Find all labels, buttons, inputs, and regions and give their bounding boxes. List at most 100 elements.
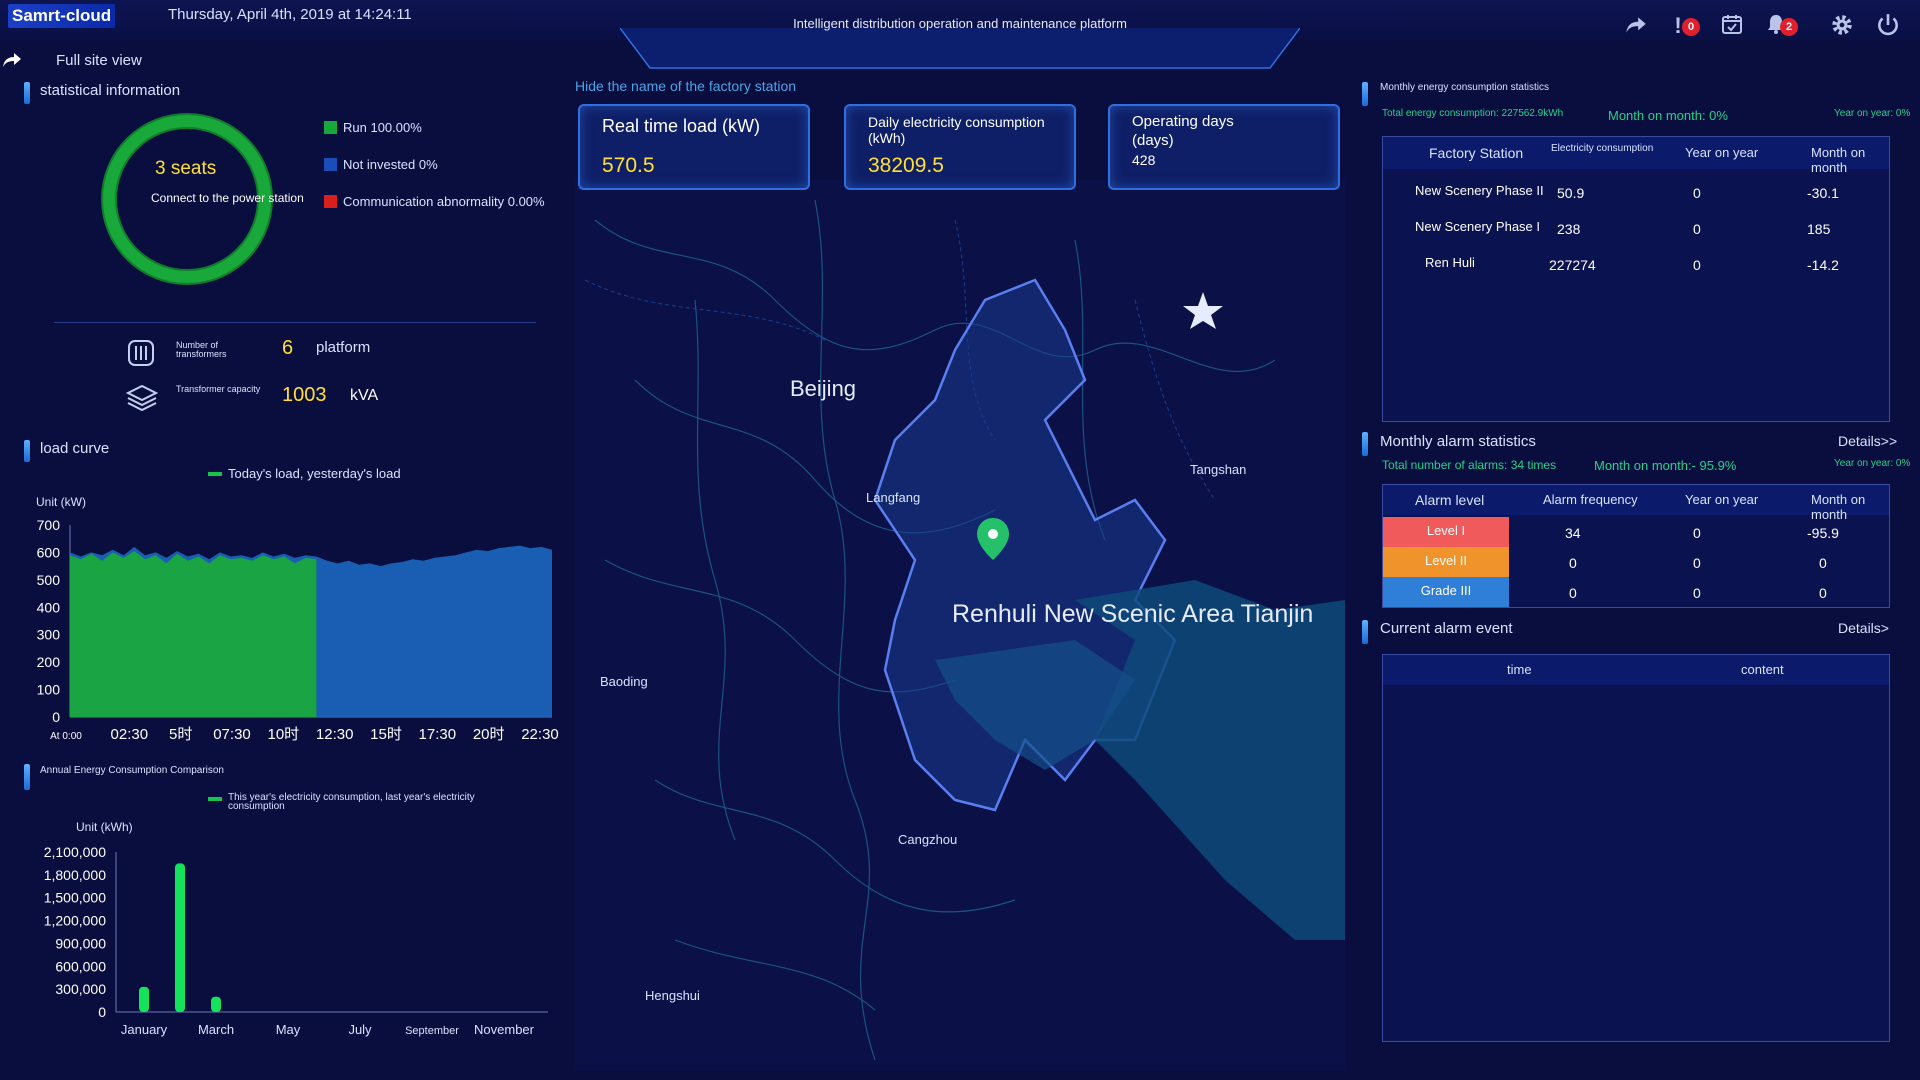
full-site-view-link[interactable]: Full site view — [56, 52, 142, 69]
y-tick-label: 600 — [37, 544, 61, 560]
title-plate — [620, 28, 1300, 69]
load-curve-legend: Today's load, yesterday's load — [208, 466, 401, 481]
annual-title: Annual Energy Consumption Comparison — [40, 765, 224, 776]
kpi-daily-consumption[interactable]: Daily electricity consumption (kWh) 3820… — [844, 104, 1076, 190]
x-tick-label: 07:30 — [213, 726, 251, 743]
table-row[interactable]: Level II 0 0 0 — [1383, 547, 1889, 577]
legend-swatch — [208, 471, 222, 476]
table-row[interactable]: Level I 34 0 -95.9 — [1383, 517, 1889, 547]
legend-swatch — [208, 797, 222, 801]
x-tick-label: May — [276, 1022, 301, 1037]
y-tick-label: 700 — [37, 517, 61, 533]
alarm-total: Total number of alarms: 34 times — [1382, 458, 1557, 472]
kpi-value: 38209.5 — [868, 154, 944, 177]
bar — [139, 986, 149, 1012]
mom-cell: 185 — [1807, 221, 1831, 237]
y-tick-label: 100 — [37, 682, 61, 698]
energy-total: Total energy consumption: 227562.9kWh — [1382, 108, 1564, 119]
capacity-value: 1003 — [282, 384, 327, 406]
bell-badge: 2 — [1780, 18, 1798, 36]
annual-unit: Unit (kWh) — [76, 820, 133, 834]
x-tick-label: 17:30 — [419, 726, 457, 743]
station-label[interactable]: Renhuli New Scenic Area Tianjin — [952, 600, 1314, 628]
x-tick-label: November — [474, 1022, 535, 1037]
consumption-cell: 227274 — [1549, 257, 1596, 273]
power-icon[interactable] — [1874, 12, 1902, 40]
alarm-details-link[interactable]: Details>> — [1838, 433, 1898, 449]
station-cell: Ren Huli — [1425, 255, 1475, 270]
alarm-table-header: Alarm level Alarm frequency Year on year… — [1383, 485, 1889, 522]
kpi-realtime-load[interactable]: Real time load (kW) 570.5 — [578, 104, 810, 190]
kpi-operating-days[interactable]: Operating days (days) 428 — [1108, 104, 1340, 190]
hide-station-name-toggle[interactable]: Hide the name of the factory station — [575, 78, 797, 94]
mom-cell: 0 — [1819, 585, 1827, 601]
alert-icon[interactable]: ! 0 — [1664, 12, 1700, 40]
gear-icon[interactable] — [1828, 12, 1856, 40]
consumption-cell: 238 — [1557, 221, 1581, 237]
kpi-label: Daily electricity consumption (kWh) — [868, 114, 1045, 146]
bell-icon[interactable]: 2 — [1762, 12, 1798, 40]
legend-swatch — [324, 195, 337, 208]
level-cell: Level II — [1383, 547, 1509, 577]
kpi-value: 428 — [1132, 152, 1156, 168]
divider — [54, 322, 536, 323]
legend-label: This year's electricity consumption, las… — [228, 792, 475, 812]
station-cell: New Scenery Phase II — [1415, 183, 1544, 198]
annual-chart: 0 300,000 600,000 900,000 1,200,000 1,500,000… — [44, 844, 548, 1037]
yoy-cell: 0 — [1693, 185, 1701, 201]
freq-cell: 0 — [1569, 585, 1577, 601]
x-tick-label: 10时 — [267, 726, 299, 743]
yoy-cell: 0 — [1693, 555, 1701, 571]
table-row[interactable]: Grade III 0 0 0 — [1383, 577, 1889, 607]
map-label-langfang: Langfang — [866, 490, 921, 505]
level-cell: Grade III — [1383, 577, 1509, 607]
col-header: Month on month — [1811, 145, 1866, 175]
event-table-header: time content — [1383, 655, 1889, 685]
yoy-cell: 0 — [1693, 257, 1701, 273]
y-tick-label: 0 — [98, 1004, 106, 1020]
statistical-title: statistical information — [40, 82, 181, 99]
y-tick-label: 300,000 — [55, 981, 106, 997]
energy-title: Monthly energy consumption statistics — [1380, 82, 1549, 93]
legend-not-invested: Not invested 0% — [324, 157, 545, 172]
alert-badge: 0 — [1682, 18, 1700, 36]
yoy-cell: 0 — [1693, 585, 1701, 601]
share-icon[interactable] — [1622, 12, 1650, 40]
back-share-icon[interactable] — [0, 48, 24, 78]
event-title: Current alarm event — [1380, 620, 1513, 637]
x-tick-label: 15时 — [370, 726, 402, 743]
kpi-label: Real time load (kW) — [602, 116, 761, 136]
legend-run: Run 100.00% — [324, 120, 545, 135]
col-header: content — [1741, 662, 1784, 677]
consumption-cell: 50.9 — [1557, 185, 1585, 201]
kpi-value: 570.5 — [602, 154, 655, 177]
col-header: Alarm frequency — [1543, 492, 1638, 507]
calendar-check-icon[interactable] — [1718, 12, 1746, 40]
platform-title: Intelligent distribution operation and m… — [793, 16, 1127, 31]
y-tick-label: 2,100,000 — [44, 844, 106, 860]
table-row[interactable]: New Scenery Phase I 238 0 185 — [1383, 213, 1889, 241]
x-tick-label: 22:30 — [521, 726, 559, 743]
map[interactable] — [575, 180, 1345, 1070]
yoy-cell: 0 — [1693, 525, 1701, 541]
event-details-link[interactable]: Details> — [1838, 620, 1889, 636]
connection-ring — [101, 113, 273, 285]
y-tick-label: 0 — [52, 709, 60, 725]
transformer-icon — [126, 338, 156, 368]
table-row[interactable]: Ren Huli 227274 0 -14.2 — [1383, 249, 1889, 277]
app-logo[interactable]: Samrt-cloud — [8, 4, 116, 28]
legend-comm-abnormal: Communication abnormality 0.00% — [324, 194, 545, 209]
load-unit: Unit (kW) — [36, 495, 86, 509]
alarm-table: Alarm level Alarm frequency Year on year… — [1382, 484, 1890, 608]
col-header: Alarm level — [1415, 492, 1485, 508]
station-cell: New Scenery Phase I — [1415, 219, 1541, 234]
capacity-unit: kVA — [350, 387, 379, 404]
col-header: Month on month — [1811, 492, 1866, 522]
level-cell: Level I — [1383, 517, 1509, 547]
alarm-mom: Month on month:- 95.9% — [1594, 458, 1737, 473]
y-tick-label: 200 — [37, 654, 61, 670]
x-tick-label: September — [405, 1025, 459, 1037]
bar — [211, 996, 221, 1012]
section-marker — [1362, 620, 1368, 644]
table-row[interactable]: New Scenery Phase II 50.9 0 -30.1 — [1383, 177, 1889, 205]
